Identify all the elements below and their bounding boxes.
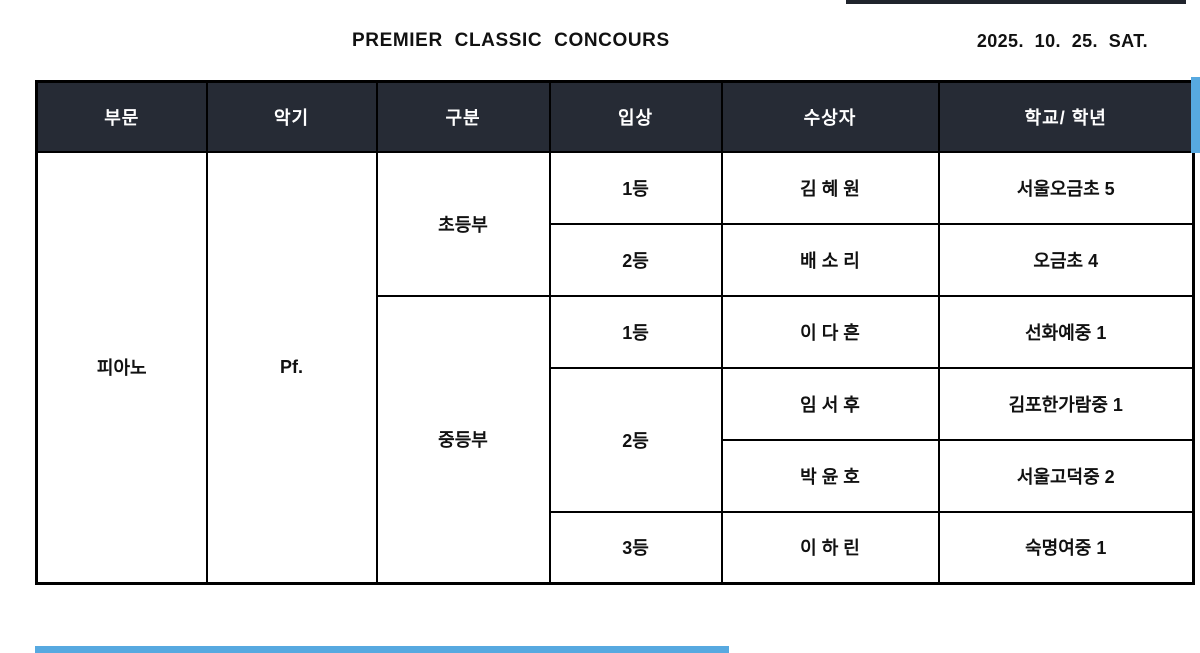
blue-highlight-bar-bottom [35,646,729,653]
header-school: 학교/ 학년 [937,80,1195,153]
rank-cell: 2등 [548,222,723,297]
category-cell: 피아노 [35,150,208,585]
header-instrument: 악기 [205,80,378,153]
school-cell: 김포한가람중 1 [937,366,1195,441]
winner-cell: 이 하 린 [720,510,940,585]
school-cell: 숙명여중 1 [937,510,1195,585]
winner-cell: 김 혜 원 [720,150,940,225]
instrument-cell: Pf. [205,150,378,585]
page-title: PREMIER CLASSIC CONCOURS [352,30,670,51]
header-winner: 수상자 [720,80,940,153]
blue-highlight-strip-right [1191,77,1200,153]
rank-cell: 1등 [548,294,723,369]
table-row: 3등 이 하 린 숙명여중 1 [37,510,1195,585]
results-table-body: 피아노 Pf. 초등부 1등 김 혜 원 서울오금초 5 2등 배 소 리 오금초 4 중등부 1등… [35,150,1195,585]
header-rank: 입상 [548,80,723,153]
winner-cell: 임 서 후 [720,366,940,441]
winner-cell: 박 윤 호 [720,438,940,513]
table-row: 2등 배 소 리 오금초 4 [37,222,1195,297]
table-row: 피아노 Pf. 초등부 1등 김 혜 원 서울오금초 5 [35,150,1195,585]
header-category: 부문 [35,80,208,153]
cropped-content-edge-top [846,0,1186,4]
division-cell: 중등부 [375,294,551,585]
school-cell: 서울오금초 5 [937,150,1195,225]
school-cell: 서울고덕중 2 [937,438,1195,513]
rank-cell: 3등 [548,510,723,585]
school-cell: 오금초 4 [937,222,1195,297]
page-date: 2025. 10. 25. SAT. [976,31,1148,51]
rank-cell: 1등 [548,150,723,225]
table-row: 박 윤 호 서울고덕중 2 [37,438,1195,513]
results-table-header: 부문 악기 구분 입상 수상자 학교/ 학년 [35,80,1195,153]
winner-cell: 이 다 흔 [720,294,940,369]
header-row: 부문 악기 구분 입상 수상자 학교/ 학년 [35,80,1195,153]
rank-cell: 2등 [548,366,723,513]
table-row: 2등 임 서 후 김포한가람중 1 [37,366,1195,513]
header-division: 구분 [375,80,551,153]
school-cell: 선화예중 1 [937,294,1195,369]
table-row: 중등부 1등 이 다 흔 선화예중 1 [37,294,1195,585]
division-cell: 초등부 [375,150,551,297]
winner-cell: 배 소 리 [720,222,940,297]
